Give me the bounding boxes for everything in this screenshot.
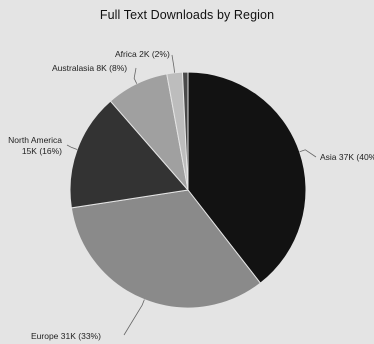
leader-line-australasia bbox=[133, 67, 138, 84]
leader-line-north-america bbox=[66, 144, 78, 150]
leader-line-africa bbox=[171, 54, 175, 73]
data-label-africa: Africa 2K (2%) bbox=[115, 49, 170, 59]
pie-slice-europe[interactable] bbox=[70, 189, 262, 309]
pie-slice-asia[interactable] bbox=[187, 71, 307, 284]
data-label-europe: Europe 31K (33%) bbox=[31, 331, 101, 341]
data-label-asia: Asia 37K (40%) bbox=[320, 152, 374, 162]
chart-title: Full Text Downloads by Region bbox=[99, 8, 275, 22]
leader-line-europe bbox=[123, 299, 145, 336]
pie-slice-other[interactable] bbox=[181, 71, 189, 191]
data-label-australasia: Australasia 8K (8%) bbox=[52, 63, 127, 73]
data-label-north-america: North America 15K (16%) bbox=[8, 135, 62, 156]
leader-line-asia bbox=[299, 149, 317, 158]
